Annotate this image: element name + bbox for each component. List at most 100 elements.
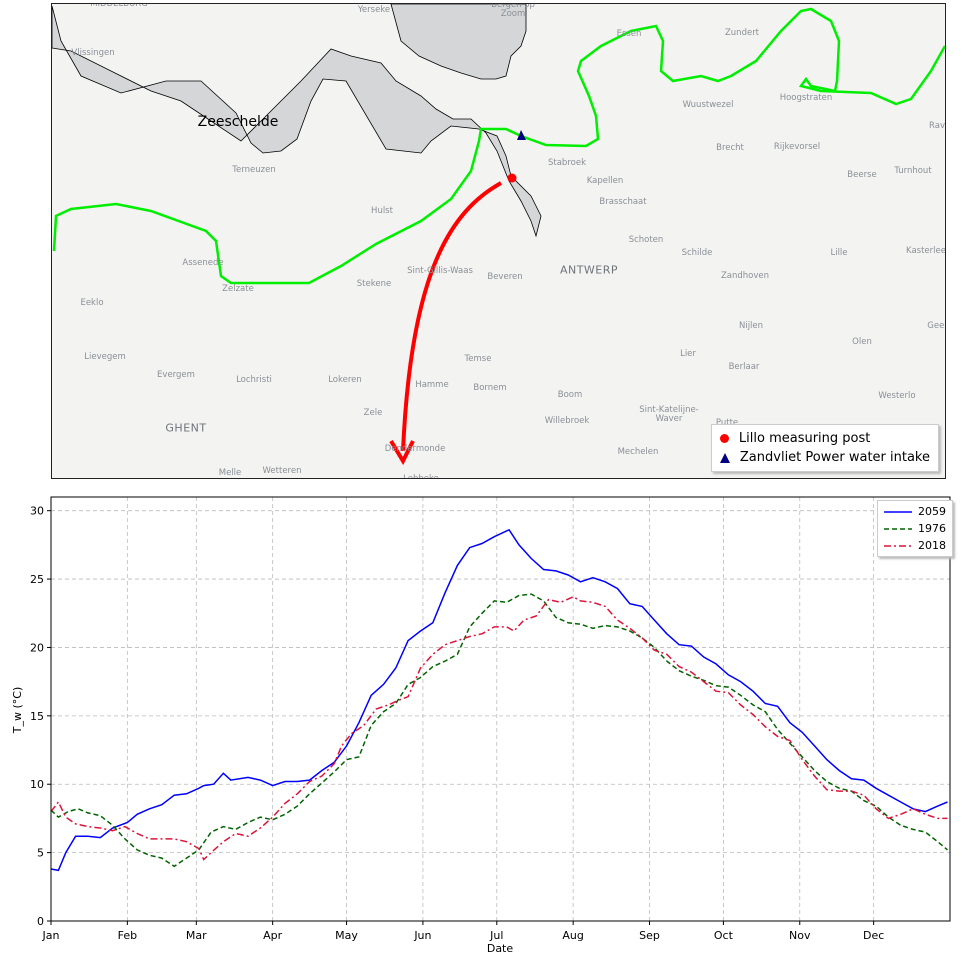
- place-label: Nijlen: [738, 321, 764, 331]
- legend-label: Zandvliet Power water intake: [739, 450, 930, 465]
- legend-item-1976: 1976: [884, 520, 946, 537]
- plot-frame: [50, 496, 951, 922]
- place-label: Temse: [464, 354, 492, 364]
- place-label: Lochristi: [236, 375, 272, 385]
- place-label: Lier: [680, 349, 696, 359]
- place-label: Kasterlee: [906, 246, 946, 256]
- circle-marker-icon: [719, 434, 729, 443]
- place-label: Hoogstraten: [779, 93, 833, 103]
- place-label: Boom: [557, 390, 583, 400]
- place-label: Stekene: [356, 279, 392, 289]
- x-tick-label: Mar: [186, 929, 207, 942]
- place-label: Zelzate: [222, 284, 254, 294]
- place-label: Dendermonde: [384, 444, 446, 454]
- place-label: Hamme: [415, 380, 449, 390]
- series-line-1976: [50, 593, 948, 868]
- place-label: Yerseke: [357, 5, 391, 15]
- series-line-2059: [50, 528, 948, 872]
- y-tick-label: 25: [30, 573, 44, 586]
- river-label: Zeeschelde: [197, 114, 279, 130]
- place-label: Schoten: [628, 235, 664, 245]
- place-label: Lievegem: [84, 352, 126, 362]
- estuary-water: [52, 5, 542, 238]
- place-label: Turnhout: [894, 166, 932, 176]
- legend-label: 2018: [918, 539, 946, 552]
- triangle-marker-icon: [719, 452, 730, 463]
- place-label: Geel: [927, 321, 946, 331]
- place-label: MIDDELBURG: [90, 3, 148, 9]
- place-label: Willebroek: [544, 416, 590, 426]
- place-label: Olen: [852, 337, 872, 347]
- border-line: [52, 7, 945, 285]
- place-label: GHENT: [165, 421, 207, 435]
- x-axis-label: Date: [487, 942, 514, 955]
- place-label: Brecht: [716, 143, 744, 153]
- x-tick-label: Jan: [42, 929, 60, 942]
- place-label: Waver: [655, 414, 683, 424]
- x-tick-label: Dec: [863, 929, 884, 942]
- place-label: Westerlo: [878, 391, 916, 401]
- legend-item-lillo: Lillo measuring post: [719, 429, 930, 448]
- place-label: Lokeren: [328, 375, 362, 385]
- y-tick-label: 5: [37, 847, 44, 860]
- y-tick-label: 0: [37, 915, 44, 928]
- temperature-chart: 0 5 10 15 20 25 30 Jan Feb Mar Apr May Jun Jul Aug Sep O…: [11, 496, 951, 955]
- y-tick-label: 15: [30, 710, 44, 723]
- place-label: Berlaar: [728, 362, 760, 372]
- map-legend: Lillo measuring post Zandvliet Power wat…: [710, 424, 939, 472]
- legend-item-zandvliet: Zandvliet Power water intake: [719, 448, 930, 467]
- lillo-marker: [507, 173, 517, 183]
- place-label: Putte: [715, 418, 739, 428]
- place-label: Hulst: [371, 206, 393, 216]
- y-tick-label: 10: [30, 778, 44, 791]
- x-tick-label: Sep: [639, 929, 660, 942]
- place-label: Zundert: [724, 28, 760, 38]
- place-label: Terneuzen: [232, 165, 276, 175]
- arrow-line: [401, 181, 502, 452]
- place-label: Rav: [929, 121, 945, 131]
- arrow-head: [389, 439, 415, 466]
- place-label: Zele: [363, 408, 383, 418]
- x-tick-label: Feb: [118, 929, 137, 942]
- place-label: ANTWERP: [559, 263, 619, 277]
- x-tick-label: Nov: [789, 929, 811, 942]
- place-label: Beveren: [487, 272, 523, 282]
- x-tick-label: Apr: [263, 929, 283, 942]
- place-label: Wuustwezel: [682, 100, 734, 110]
- place-label: Essen: [616, 29, 642, 39]
- place-label: Stabroek: [548, 158, 586, 168]
- place-label: Assenede: [182, 258, 224, 268]
- legend-label: Lillo measuring post: [738, 431, 871, 446]
- place-label: Lebbeke: [403, 474, 439, 479]
- place-label: Eeklo: [80, 298, 104, 308]
- place-label: Wetteren: [262, 466, 302, 476]
- oosterschelde-water: [390, 4, 527, 80]
- legend-item-2059: 2059: [884, 503, 946, 520]
- legend-line-icon: [884, 544, 912, 547]
- place-label: Rijkevorsel: [773, 142, 821, 152]
- map-shapes: [52, 4, 945, 466]
- place-label: Melle: [218, 468, 242, 478]
- legend-label: 1976: [918, 522, 946, 535]
- series-line-2018: [50, 595, 948, 861]
- y-tick-label: 30: [30, 505, 44, 518]
- legend-item-2018: 2018: [884, 537, 946, 554]
- chart-legend: 2059 1976 2018: [877, 500, 953, 557]
- place-label: Lille: [830, 248, 848, 258]
- place-label: Bornem: [473, 383, 507, 393]
- place-label: Zandhoven: [720, 271, 770, 281]
- place-label: Sint-Katelijne-: [639, 405, 699, 415]
- place-label: Brasschaat: [599, 197, 647, 207]
- place-label: Mechelen: [617, 447, 659, 457]
- legend-line-icon: [884, 527, 912, 530]
- x-tick-label: Aug: [562, 929, 583, 942]
- x-tick-label: Jul: [489, 929, 503, 942]
- map-panel: MIDDELBURG Yerseke Bergen op Zoom Vlissingen…: [51, 3, 946, 479]
- y-axis-label: T_w (°C): [11, 687, 24, 734]
- y-tick-label: 20: [30, 641, 44, 654]
- place-label: Bergen op: [491, 3, 535, 10]
- place-label: Beerse: [847, 170, 877, 180]
- legend-label: 2059: [918, 505, 946, 518]
- place-label: Kapellen: [586, 176, 624, 186]
